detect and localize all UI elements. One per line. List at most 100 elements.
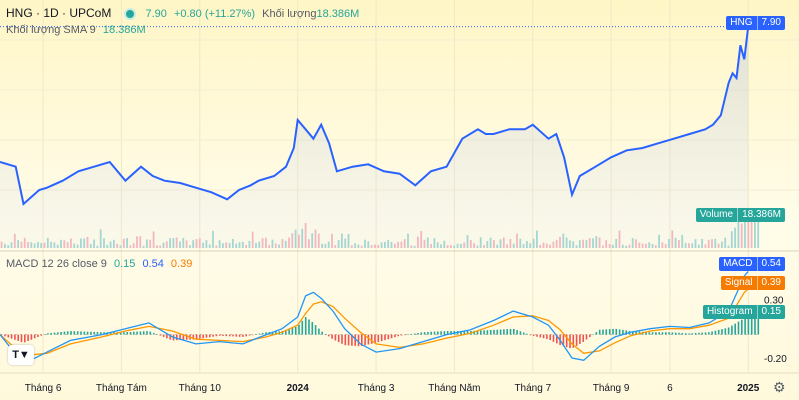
volume-bar	[730, 231, 733, 248]
histogram-bar	[618, 329, 621, 335]
histogram-bar	[486, 330, 489, 335]
volume-bar	[129, 245, 132, 248]
tradingview-logo-glyph: T▼	[12, 349, 30, 361]
volume-bar	[496, 244, 499, 248]
macd-tag-name: MACD	[723, 257, 758, 271]
volume-bar	[116, 243, 119, 248]
histogram-bar	[364, 334, 366, 346]
histogram-bar	[298, 324, 300, 335]
sma-value: 18.386M	[102, 24, 146, 36]
histogram-bar	[711, 331, 713, 335]
histogram-bar	[516, 330, 518, 335]
histogram-bar	[727, 327, 730, 335]
histogram-bar	[43, 334, 46, 335]
histogram-bar	[53, 332, 56, 335]
volume-bar	[678, 240, 680, 248]
histogram-bar	[202, 334, 204, 339]
volume-bar	[654, 245, 657, 248]
histogram-bar	[291, 327, 294, 335]
histogram-bar	[536, 334, 538, 337]
histogram-bar	[757, 317, 760, 335]
volume-bar	[225, 242, 228, 248]
volume-bar	[60, 239, 62, 248]
volume-bar	[440, 244, 442, 248]
x-tick-label: Tháng 6	[25, 383, 62, 394]
chart-header: HNG · 1D · UPCoM 7.90 +0.80 (+11.27%) Kh…	[6, 6, 363, 21]
volume-bar	[86, 236, 89, 248]
histogram-bar	[668, 332, 670, 335]
macd-y-tick: 0.30	[764, 295, 784, 306]
volume-bar	[453, 245, 456, 248]
volume-bar	[235, 243, 238, 248]
histogram-bar	[182, 334, 185, 340]
histogram-bar	[10, 334, 13, 339]
histogram-bar	[754, 317, 756, 335]
volume-value: 18.386M	[316, 8, 360, 20]
signal-line[interactable]	[0, 288, 749, 357]
volume-bar	[532, 238, 535, 248]
histogram-bar	[271, 331, 274, 335]
volume-bar	[139, 236, 142, 248]
histogram-bar	[747, 317, 750, 335]
histogram-bar	[575, 334, 578, 346]
volume-bar	[149, 239, 152, 248]
volume-bar	[324, 244, 327, 248]
volume-bar	[182, 238, 185, 248]
volume-bar	[397, 241, 399, 248]
volume-bar	[658, 234, 660, 248]
histogram-bar	[57, 332, 59, 335]
volume-bar	[93, 239, 95, 248]
volume-bar	[569, 240, 571, 248]
volume-bar	[701, 239, 703, 248]
histogram-bar	[33, 334, 36, 339]
volume-bar	[152, 231, 155, 248]
volume-bar	[30, 242, 33, 248]
volume-bar	[588, 238, 591, 248]
histogram-bar	[394, 334, 396, 338]
volume-bar	[132, 243, 135, 248]
histogram-bar	[205, 334, 208, 338]
volume-bar	[493, 240, 495, 248]
volume-bar	[122, 238, 125, 248]
volume-bar	[70, 238, 72, 248]
sma-header: Khối lượng SMA 9 18.386M	[6, 24, 150, 36]
macd-line[interactable]	[0, 270, 749, 365]
volume-bar	[400, 241, 403, 248]
histogram-bar	[476, 330, 479, 335]
volume-bar	[529, 243, 532, 248]
histogram-bar	[17, 334, 19, 341]
histogram-bar	[361, 334, 363, 346]
volume-bar	[483, 245, 485, 248]
price-line[interactable]	[0, 26, 750, 206]
histogram-bar	[483, 330, 485, 335]
volume-bar	[119, 245, 122, 248]
volume-bar	[737, 217, 740, 248]
histogram-bar	[509, 328, 512, 335]
histogram-bar	[708, 332, 710, 335]
volume-bar	[76, 244, 79, 248]
macd-indicator-label[interactable]: MACD 12 26 close 9	[6, 258, 107, 270]
volume-bar	[189, 245, 191, 248]
histogram-bar	[595, 332, 598, 335]
volume-bar	[559, 236, 561, 248]
histogram-bar	[589, 334, 591, 338]
histogram-bar	[433, 331, 436, 335]
volume-bar	[549, 244, 551, 248]
settings-icon[interactable]: ⚙	[773, 379, 786, 395]
histogram-bar	[506, 329, 508, 335]
volume-bar	[304, 223, 307, 248]
histogram-bar	[427, 332, 429, 335]
x-tick-label: Tháng 3	[358, 383, 395, 394]
histogram-bar	[684, 333, 687, 335]
symbol-title[interactable]: HNG · 1D · UPCoM	[6, 6, 112, 20]
histogram-bar	[255, 334, 257, 335]
histogram-bar	[714, 330, 717, 335]
sma-label[interactable]: Khối lượng SMA 9	[6, 24, 96, 36]
volume-bar	[281, 239, 284, 248]
histogram-bar	[133, 331, 135, 335]
histogram-bar	[612, 328, 614, 335]
histogram-bar	[162, 334, 165, 337]
tradingview-logo[interactable]: T▼	[8, 345, 34, 365]
histogram-bar	[242, 334, 244, 337]
signal-tag-value: 0.39	[761, 277, 781, 288]
